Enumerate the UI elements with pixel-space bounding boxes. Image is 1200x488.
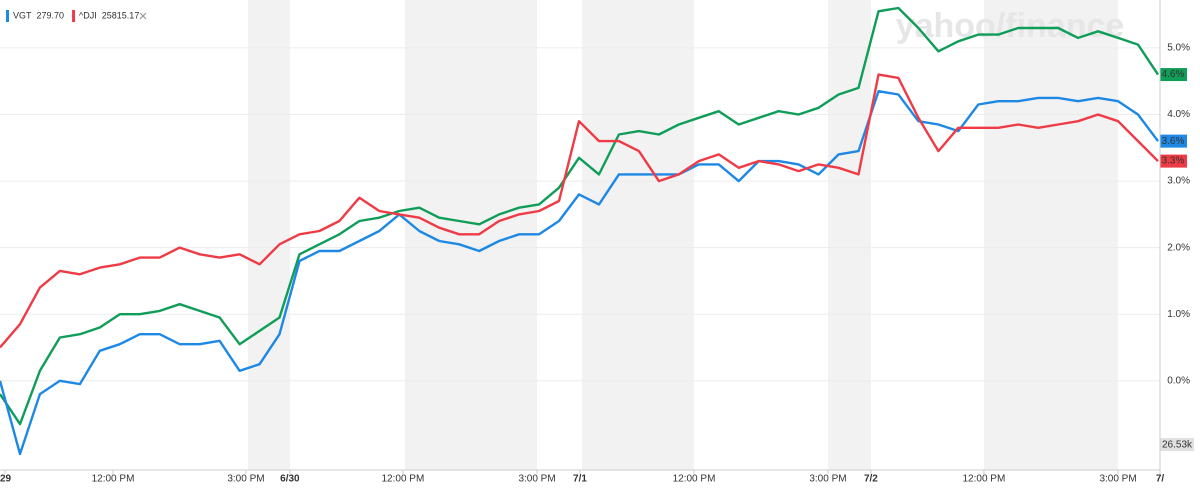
band <box>582 0 694 470</box>
legend-name: ^DJI <box>79 10 97 20</box>
band <box>248 0 290 470</box>
x-tick-label: 7/2 <box>864 474 878 485</box>
series-line <box>0 73 1159 349</box>
legend-swatch <box>6 10 9 22</box>
end-label: 3.6% <box>1162 136 1185 147</box>
end-label: 3.3% <box>1162 156 1185 167</box>
legend-swatch <box>72 10 76 22</box>
x-tick-label: 29 <box>0 474 12 485</box>
watermark: yahoo/finance <box>896 7 1125 45</box>
y-tick-label: 1.0% <box>1167 309 1190 320</box>
session-bands <box>248 0 1118 470</box>
volume-badge <box>1160 438 1194 451</box>
x-tick-label: 3:00 PM <box>227 474 264 485</box>
x-tick-label: 12:00 PM <box>673 474 716 485</box>
x-tick-label: 12:00 PM <box>962 474 1005 485</box>
x-tick-label: 6/30 <box>280 474 300 485</box>
band <box>828 0 871 470</box>
end-badge <box>1160 154 1187 168</box>
band <box>984 0 1118 470</box>
close-icon[interactable] <box>139 12 147 20</box>
y-tick-label: 3.0% <box>1167 176 1190 187</box>
series-line <box>0 6 1159 426</box>
x-tick-label: 12:00 PM <box>381 474 424 485</box>
x-tick-label: 3:00 PM <box>518 474 555 485</box>
legend-name: VGT <box>13 10 32 20</box>
x-tick-label: 3:00 PM <box>809 474 846 485</box>
close-stroke <box>139 12 147 20</box>
legend-quote: 279.70 <box>37 10 65 20</box>
legend: VGT 279.70 ^DJI 25815.17 <box>6 10 139 22</box>
y-tick-label: 4.0% <box>1167 109 1190 120</box>
y-tick-label: 0.0% <box>1167 375 1190 386</box>
y-tick-label: 5.0% <box>1167 43 1190 54</box>
x-tick-label: 7/1 <box>573 474 587 485</box>
legend-quote: 25815.17 <box>102 10 140 20</box>
series-line <box>0 90 1159 456</box>
end-badge <box>1160 68 1187 82</box>
y-tick-label: 2.0% <box>1167 242 1190 253</box>
end-badge <box>1160 134 1187 148</box>
end-label: 4.6% <box>1162 69 1185 80</box>
x-tick-label: 12:00 PM <box>92 474 135 485</box>
x-tick-label: 7/ <box>1156 474 1165 485</box>
x-tick-label: 3:00 PM <box>1099 474 1136 485</box>
volume-label: 26.53k <box>1162 440 1193 451</box>
